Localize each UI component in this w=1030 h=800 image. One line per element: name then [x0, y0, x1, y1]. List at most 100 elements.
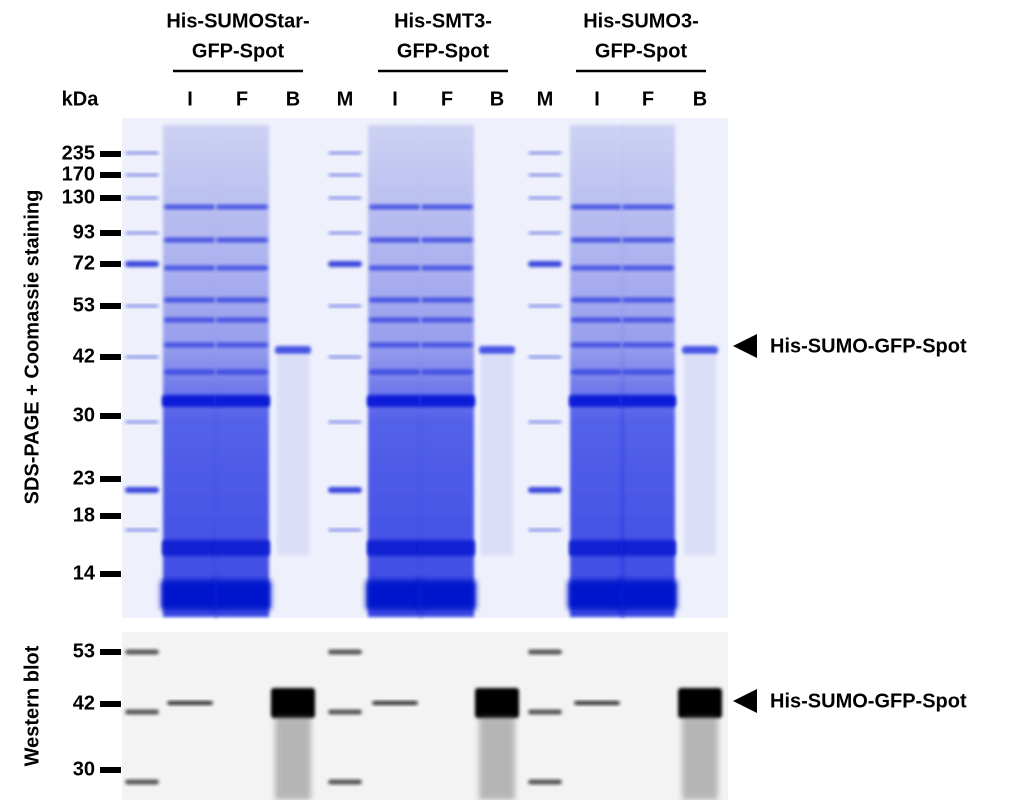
band — [164, 317, 216, 323]
band — [528, 528, 562, 532]
lane-label: I — [392, 88, 398, 110]
band — [328, 420, 362, 424]
band — [328, 196, 362, 200]
band — [125, 173, 159, 177]
group-title: His-SUMOStar- — [166, 10, 309, 32]
band — [571, 317, 623, 323]
marker-label: 53 — [73, 294, 95, 316]
band — [528, 355, 562, 359]
band — [328, 528, 362, 532]
band — [328, 709, 362, 715]
band — [574, 701, 620, 705]
marker-label: 30 — [73, 404, 95, 426]
band — [125, 304, 159, 308]
band — [366, 580, 424, 610]
band — [125, 355, 159, 359]
band — [528, 649, 562, 655]
band — [528, 231, 562, 235]
band — [620, 540, 676, 556]
marker-label: 23 — [73, 467, 95, 489]
band — [328, 173, 362, 177]
band — [125, 151, 159, 155]
band — [125, 649, 159, 655]
band — [528, 304, 562, 308]
marker-tick — [100, 513, 121, 519]
band — [125, 231, 159, 235]
band — [369, 317, 421, 323]
group-title: GFP-Spot — [192, 40, 285, 62]
marker-label: 42 — [73, 345, 95, 367]
group-title: GFP-Spot — [595, 40, 688, 62]
band — [622, 237, 674, 243]
band — [369, 204, 421, 210]
lane — [275, 715, 311, 800]
band — [369, 265, 421, 271]
lane-label: F — [236, 88, 248, 110]
arrow — [733, 689, 757, 713]
lane — [277, 355, 309, 555]
band — [528, 420, 562, 424]
band — [421, 342, 473, 348]
band — [216, 265, 268, 271]
band — [125, 487, 159, 493]
marker-label: 93 — [73, 221, 95, 243]
band — [571, 204, 623, 210]
band — [164, 297, 216, 303]
band — [216, 204, 268, 210]
band — [528, 151, 562, 155]
lane-label: B — [693, 88, 707, 110]
lane-label: F — [642, 88, 654, 110]
band — [421, 317, 473, 323]
band — [528, 487, 562, 493]
band — [164, 265, 216, 271]
band — [528, 779, 562, 785]
band-annotation: His-SUMO-GFP-Spot — [770, 690, 967, 712]
band — [419, 540, 475, 556]
band — [328, 304, 362, 308]
band — [475, 688, 519, 718]
band — [622, 369, 674, 375]
lane-label: I — [187, 88, 193, 110]
group-title: His-SMT3- — [394, 10, 492, 32]
lane-label: B — [490, 88, 504, 110]
group-title: His-SUMO3- — [583, 10, 699, 32]
band — [328, 151, 362, 155]
band — [571, 297, 623, 303]
marker-label: 14 — [73, 562, 96, 584]
marker-tick — [100, 261, 121, 267]
band — [620, 395, 676, 407]
band — [528, 173, 562, 177]
lane-label: M — [337, 88, 354, 110]
lane-label: F — [441, 88, 453, 110]
band — [328, 487, 362, 493]
marker-tick — [100, 195, 121, 201]
marker-tick — [100, 701, 121, 707]
band — [328, 355, 362, 359]
band — [571, 237, 623, 243]
band — [214, 395, 270, 407]
band — [622, 297, 674, 303]
band — [622, 265, 674, 271]
band — [367, 395, 423, 407]
marker-label: 53 — [73, 640, 95, 662]
lane-label: M — [537, 88, 554, 110]
band — [369, 369, 421, 375]
lane-label: I — [594, 88, 600, 110]
unit-label: kDa — [62, 88, 100, 110]
band — [164, 342, 216, 348]
band — [528, 196, 562, 200]
band — [571, 265, 623, 271]
band — [418, 580, 476, 610]
band — [682, 346, 718, 354]
band — [372, 701, 418, 705]
marker-tick — [100, 476, 121, 482]
band — [369, 342, 421, 348]
arrow — [733, 334, 757, 358]
band — [421, 265, 473, 271]
marker-label: 235 — [62, 142, 95, 164]
band — [421, 204, 473, 210]
band — [125, 528, 159, 532]
band — [367, 540, 423, 556]
band — [369, 237, 421, 243]
